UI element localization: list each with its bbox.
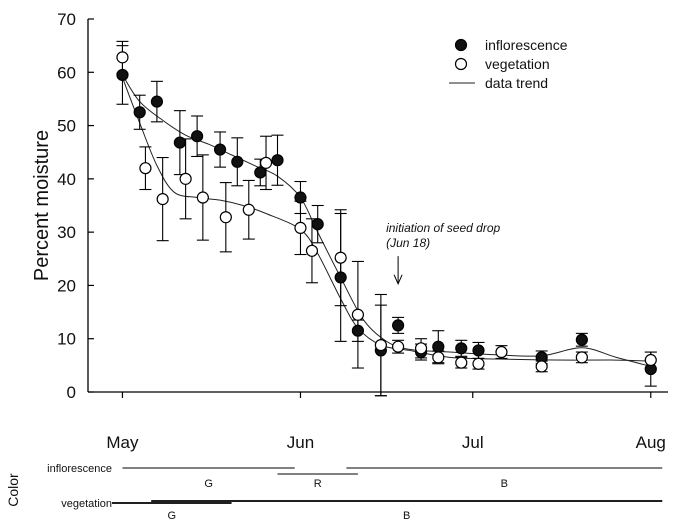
inflorescence-point (271, 154, 284, 167)
vegetation-point (156, 193, 169, 206)
vegetation-point (116, 51, 129, 64)
vegetation-point (305, 244, 319, 257)
inflorescence-point (191, 130, 204, 143)
inflorescence-point (254, 166, 267, 179)
color-segment-label: B (501, 478, 508, 490)
vegetation-point (294, 221, 307, 234)
x-tick-label: Jul (462, 433, 484, 452)
vegetation-point (179, 172, 192, 185)
vegetation-point (644, 353, 657, 367)
axes: 0 10 20 30 40 50 60 70 Percent moisture May Jun Jul… (31, 10, 668, 452)
inflorescence-point (351, 324, 365, 337)
inflorescence-point (150, 95, 164, 108)
vegetation-point (432, 351, 445, 364)
y-tick-label: 30 (57, 223, 76, 242)
inflorescence-point (133, 106, 146, 119)
vegetation-point (259, 156, 273, 169)
inflorescence-point (391, 319, 405, 332)
inflorescence-point (311, 218, 324, 231)
y-tick-label: 70 (57, 10, 76, 29)
y-tick-label: 50 (57, 117, 76, 136)
color-segment-label: G (204, 478, 213, 490)
inflorescence-point (173, 136, 186, 149)
x-tick-label: Jun (287, 433, 314, 452)
vegetation-point (334, 251, 347, 264)
vegetation-point (219, 211, 232, 224)
inflorescence-point (213, 143, 227, 156)
inflorescence-point (472, 344, 485, 357)
x-tick-label: Aug (636, 433, 666, 452)
y-tick-label: 20 (57, 276, 76, 295)
vegetation-point (242, 203, 255, 216)
y-tick-label: 60 (57, 63, 76, 82)
vegetation-point (472, 357, 485, 370)
inflorescence-point (455, 342, 468, 355)
vegetation-point (351, 308, 365, 321)
color-label: Color (5, 473, 21, 507)
legend: inflorescence vegetation data trend (449, 37, 568, 91)
vegetation-point (414, 342, 428, 355)
legend-label-vegetation: vegetation (485, 56, 550, 72)
y-tick-label: 40 (57, 170, 76, 189)
trend-line-vegetation (121, 77, 651, 362)
color-row-label: inflorescence (47, 463, 112, 475)
y-axis-label: Percent moisture (31, 130, 53, 281)
y-tick-label: 0 (67, 383, 76, 402)
inflorescence-point (116, 68, 129, 82)
color-segment-label: B (403, 510, 410, 520)
vegetation-point (495, 345, 508, 359)
annotation: initiation of seed drop(Jun 18) (386, 221, 501, 286)
inflorescence-point (231, 155, 244, 168)
annotation-line: (Jun 18) (386, 236, 430, 250)
inflorescence-point (334, 271, 347, 284)
inflorescence-point (575, 333, 588, 346)
vegetation-point (575, 351, 588, 364)
color-segment-label: R (314, 478, 322, 490)
data-points (116, 40, 657, 397)
vegetation-point (455, 356, 468, 369)
vegetation-point (374, 339, 387, 352)
legend-label-inflorescence: inflorescence (485, 37, 568, 53)
x-tick-label: May (106, 433, 139, 452)
legend-marker-inflorescence (454, 38, 468, 52)
vegetation-point (196, 191, 209, 204)
y-tick-label: 10 (57, 330, 76, 349)
annotation-line: initiation of seed drop (386, 221, 500, 235)
inflorescence-point (432, 340, 445, 353)
legend-marker-vegetation (454, 57, 468, 71)
color-segment-label: G (168, 510, 177, 520)
legend-label-trend: data trend (485, 75, 548, 91)
inflorescence-point (294, 191, 307, 204)
annotation-arrowhead (393, 274, 403, 286)
color-row-label: vegetation (61, 498, 112, 510)
vegetation-point (535, 360, 548, 373)
vegetation-point (139, 162, 152, 175)
vegetation-point (391, 340, 405, 353)
